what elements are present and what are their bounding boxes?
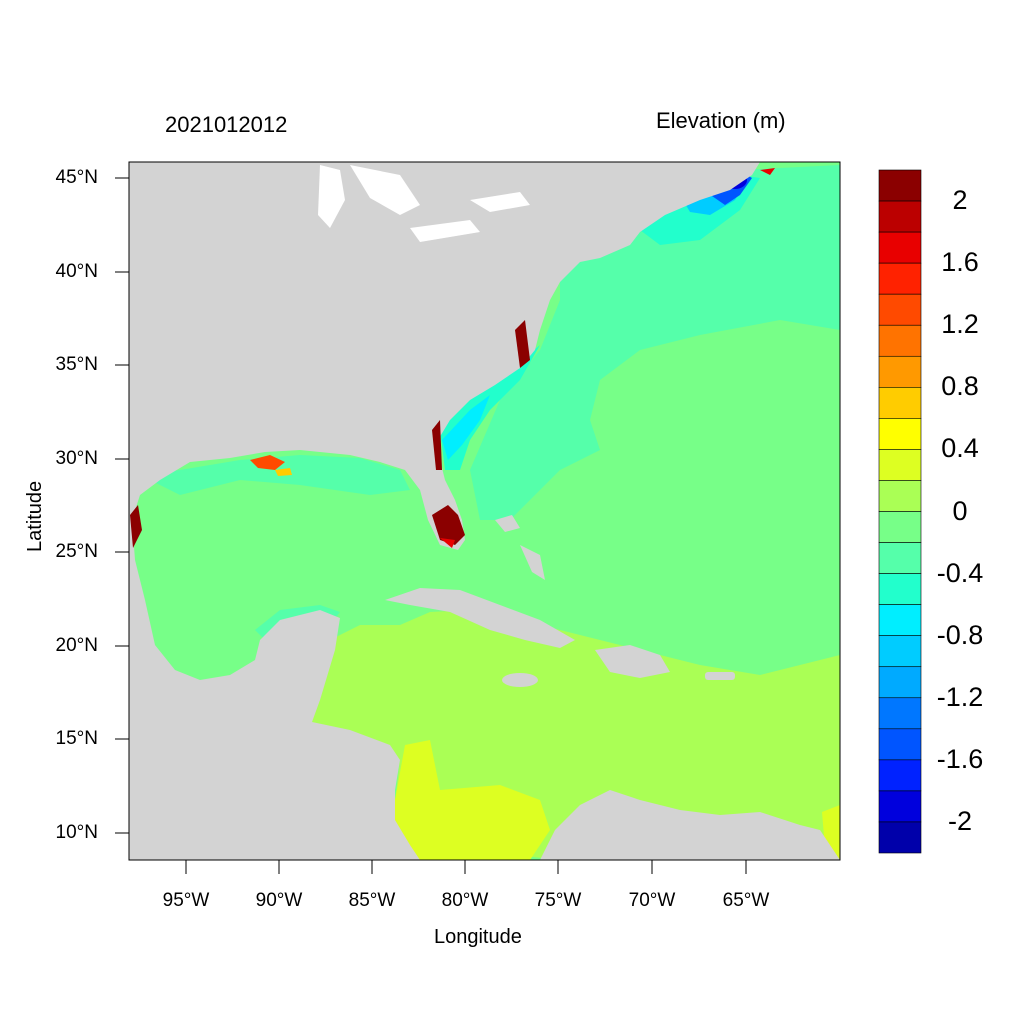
lon-tick-label: 95°W: [162, 890, 210, 911]
lat-tick-label: 40°N: [55, 261, 98, 282]
southwest-caribbean: [395, 740, 550, 860]
colorbar-swatch: [878, 262, 922, 295]
lon-tick-label: 90°W: [255, 890, 303, 911]
colorbar-label: 2: [952, 185, 968, 216]
lat-tick-label: 15°N: [55, 728, 98, 749]
great-lakes: [318, 165, 530, 242]
y-axis-label: Latitude: [24, 480, 46, 552]
x-axis-label: Longitude: [434, 926, 522, 948]
colorbar-label: -1.6: [936, 743, 984, 774]
lon-tick-label: 75°W: [534, 890, 582, 911]
louisiana-high-2: [275, 468, 292, 476]
colorbar-swatch: [878, 511, 922, 543]
lat-tick-marks: [115, 177, 129, 834]
lon-tick-label: 70°W: [628, 890, 676, 911]
lat-tick-label: 10°N: [55, 822, 98, 843]
jamaica-land: [502, 673, 538, 687]
cuba-land: [385, 588, 575, 648]
hispaniola-land: [595, 645, 670, 678]
colorbar-swatch: [878, 449, 922, 481]
lat-tick-label: 45°N: [55, 167, 98, 188]
colorbar-swatch: [878, 293, 922, 326]
colorbar-swatch: [878, 231, 922, 264]
colorbar-swatch: [878, 635, 922, 668]
colorbar-swatch: [878, 604, 922, 636]
georgia-bight-low: [442, 395, 490, 460]
colorbar-label: -0.4: [936, 557, 984, 588]
lon-tick-marks: [185, 860, 747, 874]
colorbar-label: -0.8: [936, 619, 984, 650]
colorbar-swatch: [878, 573, 922, 605]
lon-tick-label: 85°W: [348, 890, 396, 911]
nova-scotia-high: [760, 168, 775, 175]
colorbar-swatch: [878, 759, 922, 792]
colorbar-swatch: [878, 728, 922, 761]
colorbar-swatch: [878, 200, 922, 233]
atlantic-shelf-water: [470, 165, 840, 520]
bahamas-land-2: [520, 545, 545, 580]
colorbar-swatch: [878, 697, 922, 730]
colorbar-label: 1.6: [941, 247, 979, 278]
colorbar-swatch: [878, 324, 922, 357]
colorbar-swatch: [878, 666, 922, 699]
lat-tick-label: 20°N: [55, 635, 98, 656]
lat-tick-label: 25°N: [55, 541, 98, 562]
lon-tick-label: 65°W: [722, 890, 770, 911]
carolinas-high: [515, 320, 530, 368]
colorbar-label: 0.8: [941, 371, 979, 402]
map-frame: [128, 161, 841, 861]
colorbar-swatch: [878, 387, 922, 419]
colorbar-label: 0: [952, 495, 968, 526]
colorbar-label: 0.4: [941, 433, 979, 464]
colorbar-label: -2: [947, 806, 972, 836]
colorbar: [878, 169, 922, 854]
puerto-rico-land: [705, 672, 735, 680]
colorbar-swatch: [878, 821, 922, 854]
lat-tick-label: 35°N: [55, 354, 98, 375]
colorbar-swatch: [878, 418, 922, 450]
colorbar-swatch: [878, 355, 922, 388]
colorbar-swatch: [878, 480, 922, 512]
south-florida-high: [432, 505, 465, 545]
colorbar-swatch: [878, 542, 922, 574]
florida-tip-high: [440, 538, 455, 548]
variable-title: Elevation (m): [656, 108, 786, 133]
east-coast-high: [432, 420, 442, 470]
colorbar-label: 1.2: [941, 309, 979, 340]
lon-tick-label: 80°W: [441, 890, 489, 911]
datetime-title: 2021012012: [165, 112, 288, 137]
lat-tick-label: 30°N: [55, 448, 98, 469]
south-america-land: [540, 790, 840, 860]
texas-coast-high: [130, 505, 142, 548]
louisiana-high: [250, 455, 285, 470]
colorbar-label: -1.2: [936, 681, 984, 712]
colorbar-swatch: [878, 790, 922, 823]
gulf-shelf-water: [140, 455, 410, 495]
colorbar-swatch: [878, 169, 922, 202]
bahamas-land: [495, 515, 520, 532]
